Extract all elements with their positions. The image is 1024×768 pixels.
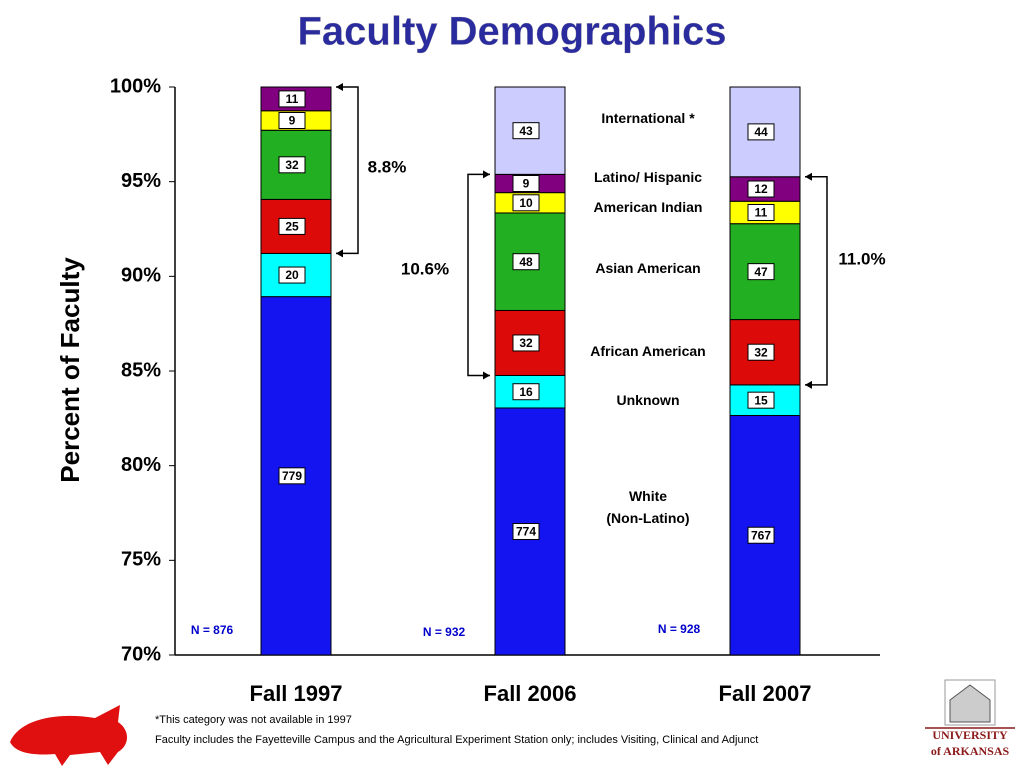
- logo-text: UNIVERSITY: [932, 728, 1008, 742]
- value-label: 10: [519, 196, 533, 210]
- bar-segment: [729, 319, 801, 386]
- y-tick-label: 80%: [121, 454, 161, 476]
- value-label-box: [512, 174, 540, 192]
- footnote: *This category was not available in 1997: [155, 714, 352, 726]
- value-label: 47: [754, 265, 768, 279]
- bracket-label: 11.0%: [838, 249, 885, 268]
- n-label: N = 876: [191, 623, 234, 637]
- legend-label: African American: [590, 343, 706, 359]
- logo-text: of ARKANSAS: [931, 744, 1010, 758]
- bracket-arrow: [483, 371, 490, 380]
- bracket-arrow: [805, 172, 812, 181]
- value-label-box: [278, 266, 306, 284]
- value-label: 48: [519, 255, 533, 269]
- value-label-box: [278, 90, 306, 108]
- y-tick-label: 70%: [121, 643, 161, 665]
- value-label-box: [512, 122, 540, 140]
- bracket: [805, 176, 828, 386]
- bracket-arrow: [336, 83, 343, 91]
- bracket-label: 8.8%: [368, 157, 407, 176]
- x-tick-label: Fall 1997: [250, 681, 343, 706]
- value-label-box: [278, 156, 306, 174]
- legend-label: American Indian: [593, 199, 703, 215]
- value-label: 44: [754, 125, 768, 139]
- value-label-box: [512, 383, 540, 401]
- value-label-box: [278, 467, 306, 485]
- value-label: 11: [286, 92, 299, 106]
- value-label: 32: [754, 345, 768, 359]
- value-label-box: [512, 253, 540, 271]
- value-label: 15: [754, 393, 768, 407]
- bracket-arrow: [805, 380, 812, 389]
- legend-label: Latino/ Hispanic: [593, 169, 703, 185]
- value-label-box: [747, 180, 775, 198]
- value-label-box: [512, 334, 540, 352]
- value-label: 16: [519, 385, 533, 399]
- value-label: 43: [519, 124, 533, 138]
- legend-label: White (Non-Latino): [606, 488, 690, 526]
- n-label: N = 928: [658, 622, 701, 636]
- legend-label: International *: [601, 110, 695, 126]
- footnote: Faculty includes the Fayetteville Campus…: [155, 734, 758, 746]
- value-label: 32: [519, 336, 533, 350]
- value-label: 20: [285, 268, 299, 282]
- value-label: 12: [754, 182, 768, 196]
- bracket-arrow: [483, 170, 490, 179]
- value-label: 767: [751, 528, 771, 542]
- hog-logo: [10, 705, 127, 766]
- value-label-box: [747, 263, 775, 281]
- value-label-box: [747, 203, 775, 221]
- value-label: 9: [289, 114, 296, 128]
- y-axis-label: Percent of Faculty: [55, 257, 85, 483]
- n-label: N = 932: [423, 625, 466, 639]
- value-label-box: [747, 526, 775, 544]
- value-label-box: [512, 194, 540, 212]
- chart-title: Faculty Demographics: [297, 10, 726, 54]
- bracket: [336, 86, 359, 255]
- legend-label: Unknown: [616, 392, 680, 408]
- bracket: [467, 173, 490, 377]
- value-label: 774: [516, 525, 536, 539]
- value-label-box: [747, 391, 775, 409]
- legend-label: Asian American: [595, 260, 701, 276]
- x-tick-label: Fall 2006: [484, 681, 577, 706]
- value-label: 779: [282, 469, 302, 483]
- value-label-box: [512, 522, 540, 540]
- bracket-label: 10.6%: [401, 259, 449, 278]
- value-label-box: [278, 217, 306, 235]
- y-tick-label: 90%: [121, 265, 161, 287]
- university-logo: UNIVERSITY of ARKANSAS: [925, 679, 1015, 758]
- value-label-box: [747, 123, 775, 141]
- y-tick-label: 95%: [121, 170, 161, 192]
- value-label: 25: [285, 220, 299, 234]
- value-label-box: [747, 343, 775, 361]
- value-label: 32: [285, 158, 299, 172]
- y-tick-label: 75%: [121, 549, 161, 571]
- value-label-box: [278, 112, 306, 130]
- y-tick-label: 100%: [110, 75, 161, 97]
- value-label: 9: [523, 177, 530, 191]
- value-label: 11: [755, 206, 768, 220]
- bracket-arrow: [336, 249, 343, 258]
- x-tick-label: Fall 2007: [719, 681, 812, 706]
- y-tick-label: 85%: [121, 359, 161, 381]
